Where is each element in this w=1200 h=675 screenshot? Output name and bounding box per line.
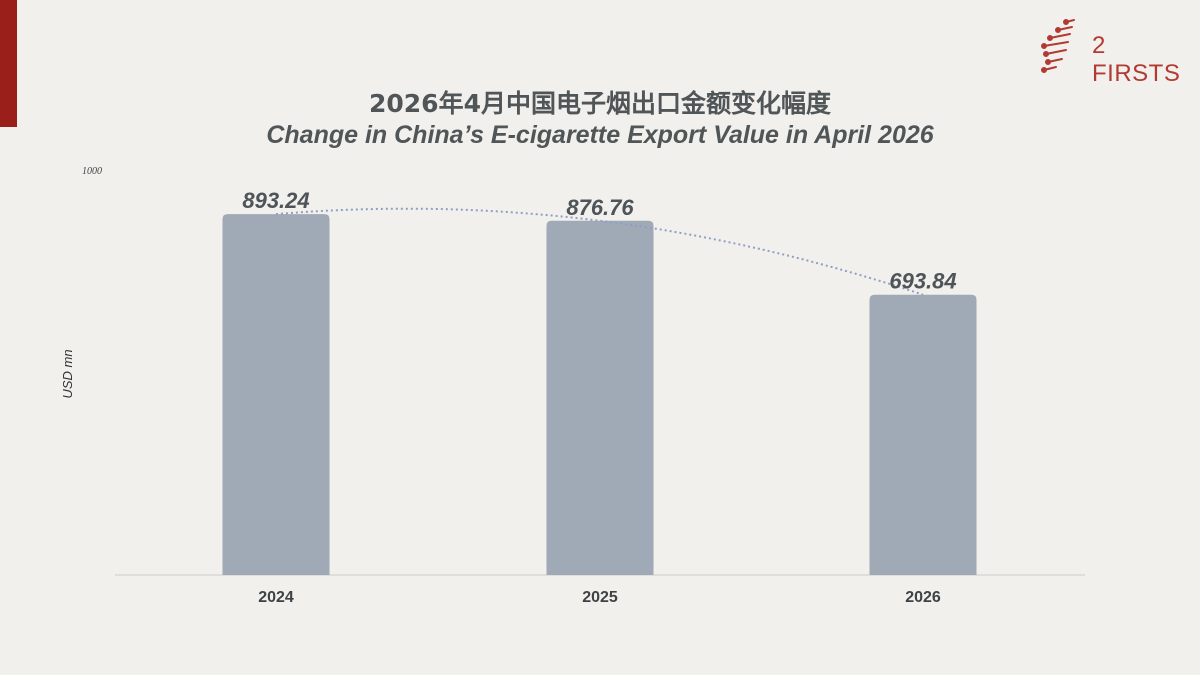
x-tick-2026: 2026 bbox=[905, 589, 941, 606]
logo-mark-icon bbox=[1041, 19, 1075, 73]
x-tick-2024: 2024 bbox=[258, 589, 294, 606]
data-label-2026: 693.84 bbox=[889, 269, 956, 294]
logo-text: 2 FIRSTS bbox=[1092, 32, 1181, 87]
y-axis-max-label: 1000 bbox=[82, 166, 102, 177]
logo: 2 FIRSTS bbox=[1036, 18, 1186, 87]
bar-2024 bbox=[222, 214, 330, 575]
chart-title-cn: 2026年4月中国电子烟出口金额变化幅度 bbox=[369, 89, 831, 118]
accent-bar bbox=[0, 0, 17, 127]
bar-2025 bbox=[546, 220, 654, 576]
x-tick-2025: 2025 bbox=[582, 589, 618, 606]
data-label-2024: 893.24 bbox=[242, 188, 309, 213]
bar-2026 bbox=[869, 294, 977, 575]
chart-title-en: Change in China’s E-cigarette Export Val… bbox=[266, 121, 934, 149]
y-axis-label: USD mn bbox=[60, 349, 75, 398]
data-label-2025: 876.76 bbox=[566, 195, 634, 220]
